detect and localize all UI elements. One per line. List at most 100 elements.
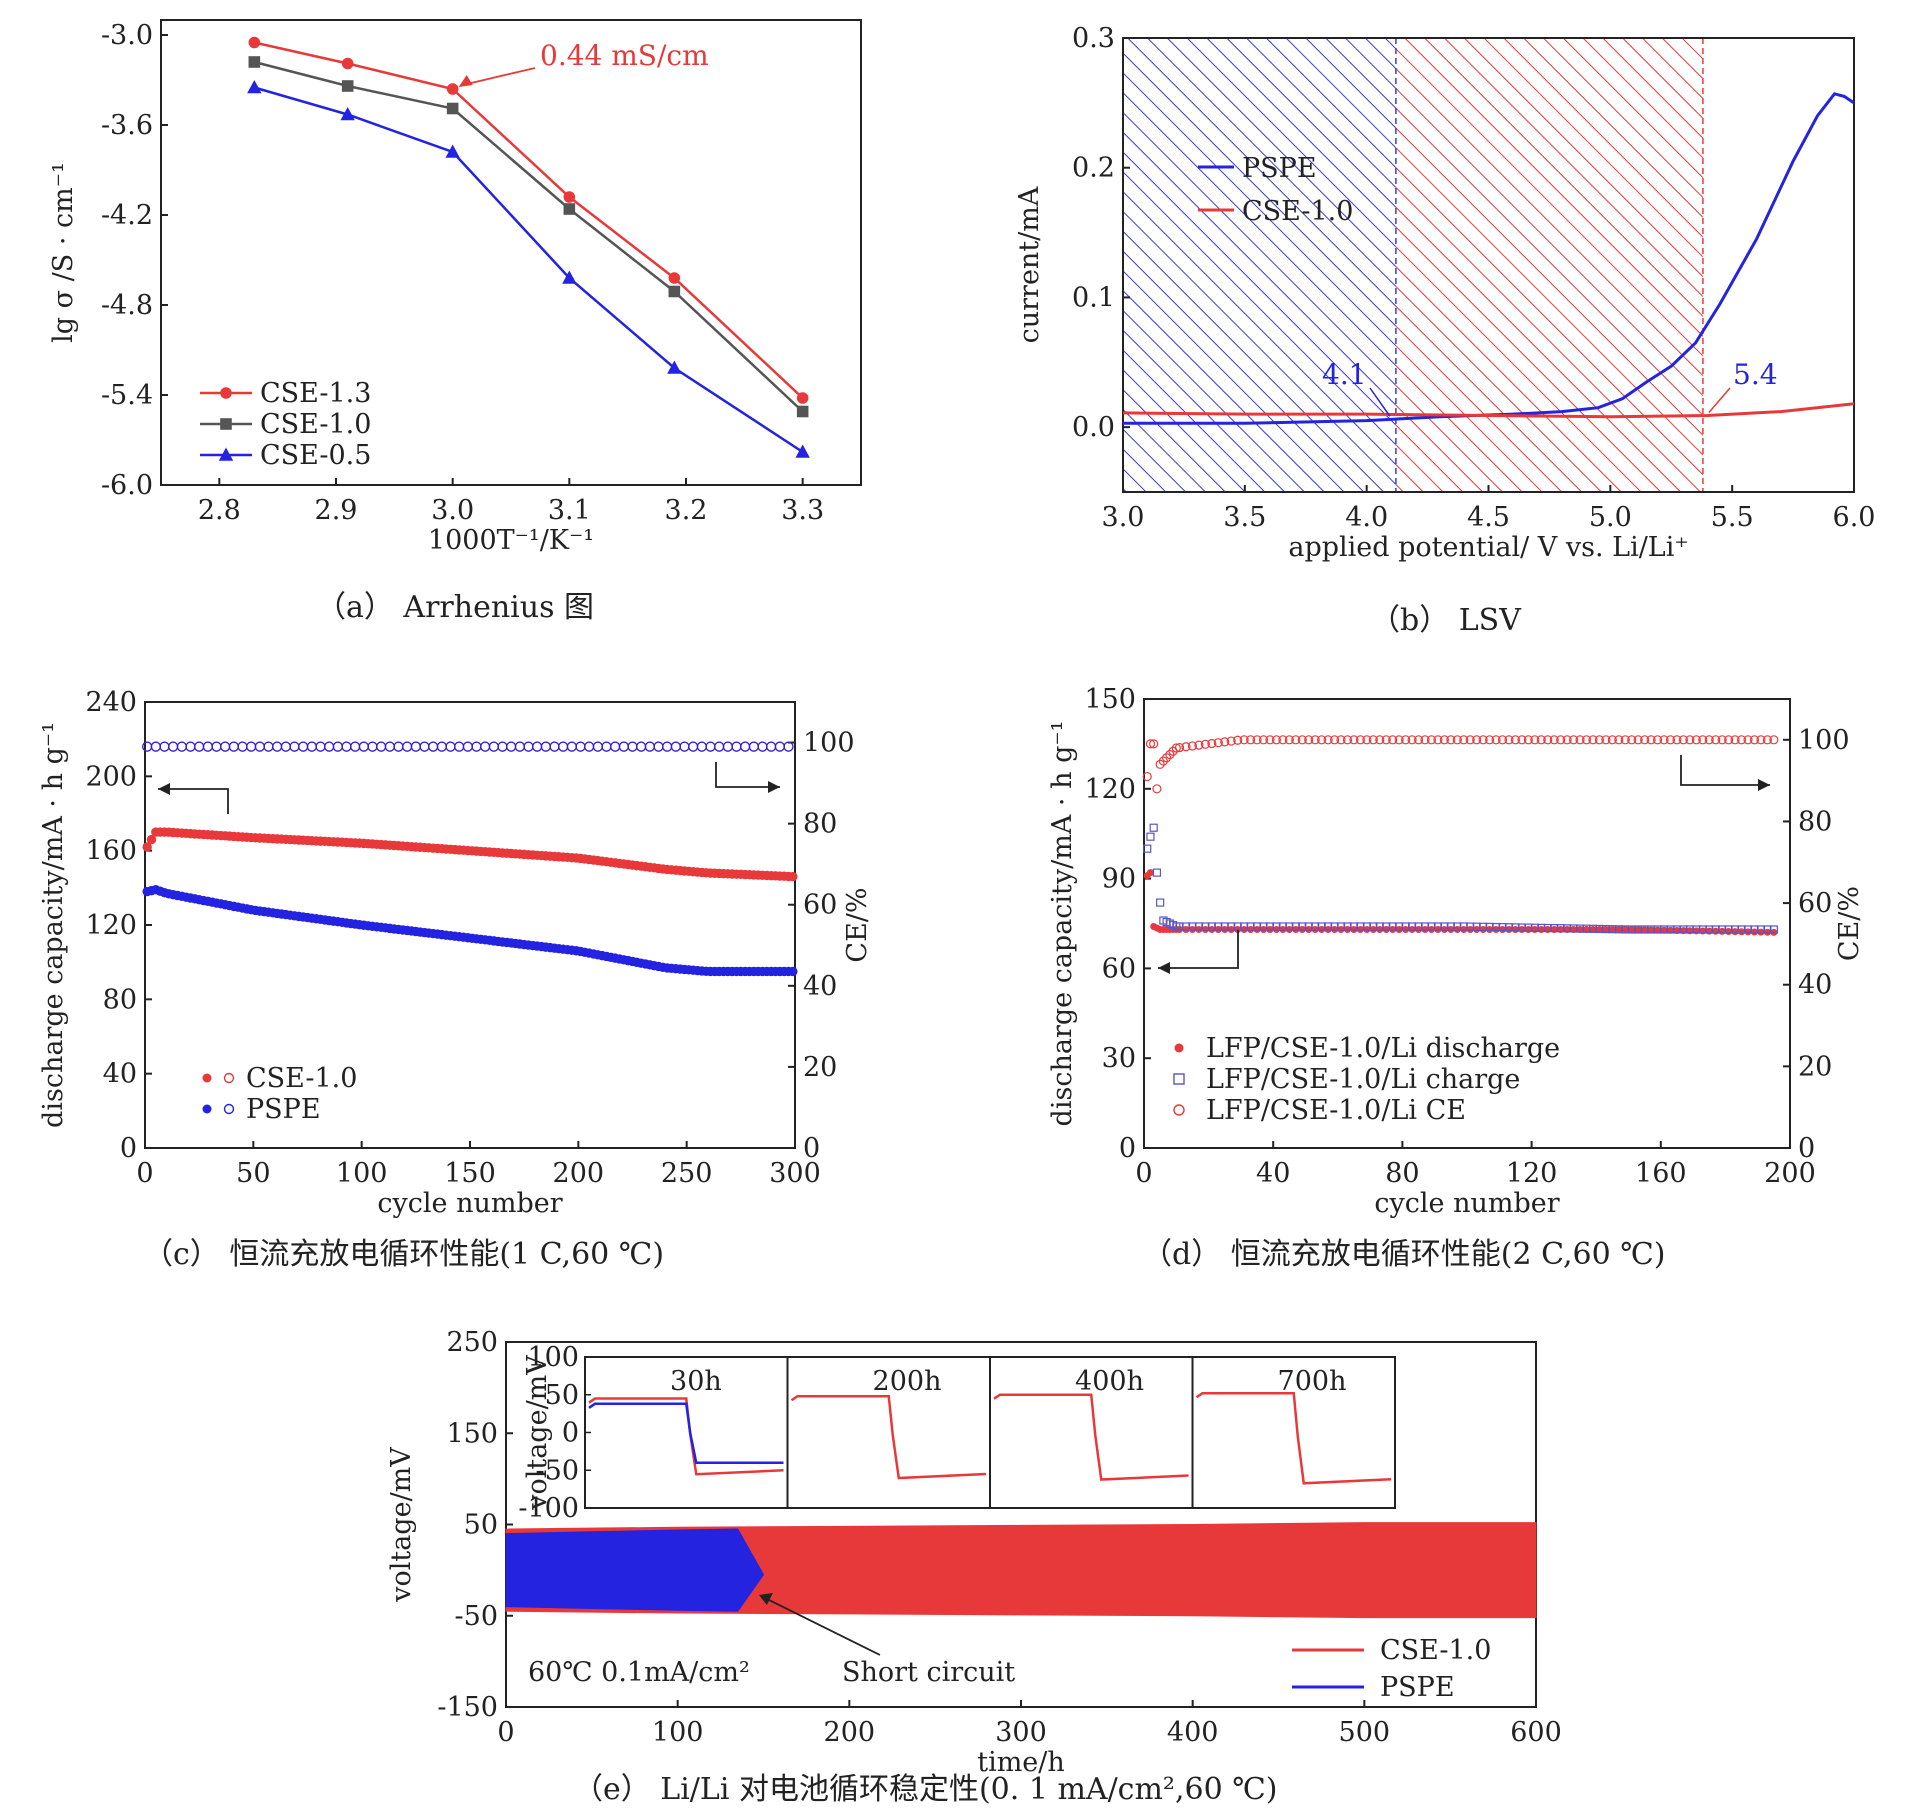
b-xtick-label: 4.5 (1467, 502, 1510, 533)
c-ce-point-1 (254, 741, 265, 752)
a-ylabel: lg σ /S · cm⁻¹ (48, 162, 79, 343)
d-ce-point (1407, 735, 1417, 745)
e-ytick-label: 50 (464, 1510, 498, 1541)
d-ce-point (1575, 735, 1585, 745)
d-ce-point (1291, 735, 1301, 745)
c-ce-point-1 (610, 741, 621, 752)
d-discharge-point (1750, 928, 1758, 936)
b-legend-label: PSPE (1242, 153, 1317, 184)
a-legend-label: CSE-1.3 (260, 378, 371, 409)
d-discharge-point (1744, 928, 1752, 936)
d-y2tick-label: 40 (1798, 970, 1832, 1001)
d-y2tick-label: 0 (1798, 1133, 1815, 1164)
d-ce-point (1497, 735, 1508, 745)
c-ce-point-1 (714, 741, 725, 752)
d-ce-point (1581, 735, 1592, 745)
d-ce-point (1465, 735, 1475, 745)
c-ce-point-1 (662, 741, 673, 752)
c-ce-point-1 (722, 741, 733, 752)
c-ce-point-1 (774, 741, 785, 752)
b-arrow-5v4 (1708, 387, 1731, 413)
d-xtick-label: 160 (1635, 1158, 1687, 1189)
e-xtick-label: 500 (1339, 1717, 1391, 1748)
e-inset-panel-label: 200h (873, 1366, 942, 1397)
e-short-circuit-label: Short circuit (842, 1657, 1015, 1688)
c-ce-point-1 (783, 741, 794, 752)
d-ce-point (1174, 742, 1185, 753)
b-arrow-4v1 (1369, 387, 1391, 417)
c-ce-point-1 (688, 741, 699, 752)
d-ce-point (1258, 735, 1269, 745)
d-ce-point (1375, 735, 1385, 745)
e-xtick-label: 100 (652, 1717, 704, 1748)
d-discharge-point (1763, 928, 1771, 936)
d-ce-point (1226, 736, 1236, 746)
d-ytick-label: 0 (1119, 1133, 1136, 1164)
d-ce-point (1394, 735, 1404, 745)
d-discharge-point (1757, 928, 1765, 936)
d-ce-point (1491, 735, 1501, 745)
d-discharge-point (1595, 925, 1603, 933)
a-xtick-label: 3.1 (548, 495, 591, 526)
e-ytick-label: 250 (446, 1327, 498, 1358)
a-point-1 (446, 102, 459, 115)
c-ce-point-1 (194, 741, 205, 752)
d-left-axis-arrowhead (1158, 962, 1170, 974)
a-xtick-label: 3.3 (781, 495, 824, 526)
c-ce-point-1 (419, 741, 430, 752)
e-legend-label: CSE-1.0 (1380, 1635, 1491, 1666)
c-legend-filled-marker (202, 1104, 212, 1114)
d-discharge-point (1666, 926, 1674, 934)
c-ce-point-1 (324, 741, 335, 752)
c-ce-point-1 (566, 741, 577, 752)
d-ce-point (1646, 735, 1656, 745)
d-ce-point (1284, 735, 1294, 745)
d-discharge-point (1473, 925, 1481, 933)
c-ce-point-1 (410, 741, 421, 752)
c-legend-open-marker (223, 1072, 235, 1084)
d-ce-point (1711, 735, 1721, 745)
b-ytick-label: 0.0 (1072, 412, 1115, 443)
a-xtick-label: 2.9 (315, 495, 358, 526)
c-ytick-label: 120 (85, 910, 137, 941)
a-point-2 (247, 80, 262, 94)
d-charge-point (1156, 898, 1165, 907)
d-ce-point (1762, 735, 1772, 745)
d-discharge-point (1570, 925, 1578, 933)
c-ce-point-1 (618, 741, 629, 752)
c-capacity-point-0 (146, 834, 157, 845)
c-xtick-label: 150 (444, 1158, 496, 1189)
d-ce-point (1504, 735, 1514, 745)
a-annotation-label: 0.44 mS/cm (540, 39, 709, 72)
a-point-1 (796, 405, 809, 418)
d-discharge-point (1576, 925, 1584, 933)
d-ce-point (1736, 735, 1747, 745)
c-ce-point-1 (523, 741, 534, 752)
c-ce-point-1 (679, 741, 690, 752)
b-xlabel: applied potential/ V vs. Li/Li⁺ (1288, 532, 1688, 563)
a-legend-label: CSE-1.0 (260, 409, 371, 440)
d-ce-point (1530, 735, 1540, 745)
d-ce-point (1594, 735, 1605, 745)
d-discharge-point (1589, 925, 1597, 933)
d-xlabel: cycle number (1374, 1188, 1559, 1219)
panel-b-lsv: 3.0 3.5 4.0 4.5 5.0 5.5 6.0 applied potential/ … (1014, 23, 1875, 563)
c-ce-point-1 (428, 741, 439, 752)
d-ce-point (1329, 735, 1340, 745)
d-y2tick-label: 100 (1798, 725, 1850, 756)
c-ce-point-1 (558, 741, 569, 752)
d-ce-point (1323, 735, 1333, 745)
d-ce-point (1162, 753, 1172, 763)
c-y2tick-label: 60 (803, 890, 837, 921)
e-inset-ylabel: voltage/mV (522, 1355, 553, 1511)
c-ce-point-1 (384, 741, 395, 752)
b-ytick-label: 0.2 (1072, 153, 1115, 184)
d-ce-point (1562, 735, 1572, 745)
d-ce-point (1704, 735, 1714, 745)
c-xtick-label: 50 (236, 1158, 270, 1189)
c-legend-label: PSPE (246, 1094, 321, 1125)
d-ce-point (1145, 739, 1156, 749)
d-xtick-label: 40 (1256, 1158, 1290, 1189)
